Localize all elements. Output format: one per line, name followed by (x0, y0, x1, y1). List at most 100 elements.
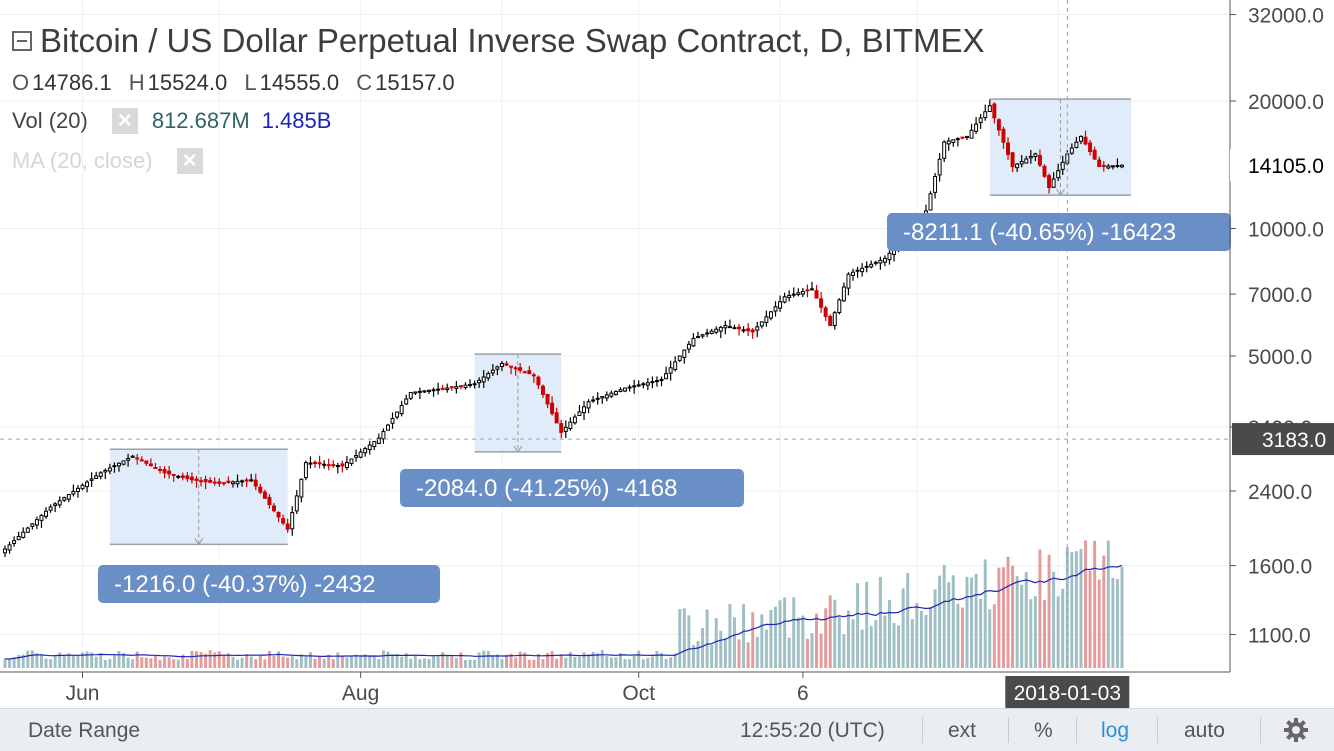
volume-bar (988, 609, 992, 668)
candle-body (167, 470, 172, 475)
volume-bar (714, 618, 718, 668)
candle-body (828, 315, 833, 327)
date-range-button[interactable]: Date Range (28, 719, 141, 742)
volume-legend[interactable]: Vol (20) × 812.687M 1.485B (12, 108, 331, 134)
candle-body (436, 388, 441, 391)
candle-body (750, 329, 755, 333)
volume-bar (163, 656, 167, 668)
volume-bar (719, 630, 723, 668)
volume-bar (204, 653, 208, 668)
candle-body (66, 494, 71, 500)
candle-body (427, 389, 431, 392)
volume-bar (1106, 540, 1110, 668)
candle-body (504, 363, 509, 366)
percent-scale-toggle[interactable]: % (1034, 719, 1053, 742)
volume-bar (979, 598, 983, 668)
volume-bar (650, 656, 654, 668)
ma-legend[interactable]: MA (20, close) × (12, 148, 217, 174)
volume-bar (81, 652, 84, 668)
volume-bar (213, 652, 217, 668)
measure-boxes[interactable] (109, 98, 1132, 546)
volume-bar (71, 655, 75, 668)
volume-ma-line (4, 564, 1123, 660)
clock-display[interactable]: 12:55:20 (UTC) (740, 719, 885, 742)
volume-bar (359, 655, 363, 668)
candle-body (705, 332, 710, 335)
candle-body (965, 135, 969, 138)
volume-bar (245, 654, 249, 668)
candle-body (887, 252, 892, 261)
ohlc-legend: O 14786.1 H 15524.0 L 14555.0 C 15157.0 (12, 70, 466, 96)
volume-bar (1011, 565, 1015, 668)
volume-bar (185, 658, 189, 668)
low-value: 14555.0 (259, 70, 340, 95)
candle-body (139, 459, 144, 462)
volume-bar (527, 659, 531, 668)
volume-bar (600, 650, 604, 668)
candle-body (253, 479, 258, 487)
candle-body (486, 373, 491, 379)
volume-bar (135, 651, 139, 668)
candle-body (340, 463, 345, 467)
candle-body (390, 418, 395, 424)
candlesticks (3, 99, 1124, 557)
volume-bar (760, 614, 764, 668)
candle-body (217, 481, 222, 484)
extended-hours-toggle[interactable]: ext (948, 719, 977, 742)
volume-bar (796, 617, 800, 668)
volume-bar (491, 656, 495, 668)
candle-body (1028, 155, 1033, 159)
candle-body (290, 512, 295, 530)
measure-label-box (887, 213, 1231, 251)
volume-bar (108, 659, 112, 668)
volume-bar (1079, 549, 1083, 668)
volume-bar (664, 659, 668, 668)
volume-bar (842, 634, 846, 668)
volume-bar (495, 654, 499, 668)
candle-body (778, 301, 783, 309)
candle-body (1047, 175, 1052, 188)
candle-body (39, 514, 44, 521)
candle-body (759, 321, 764, 327)
remove-volume-icon[interactable]: × (111, 108, 138, 134)
volume-bar (76, 655, 80, 668)
remove-ma-icon[interactable]: × (176, 148, 203, 174)
volume-bar (723, 638, 727, 668)
candle-body (208, 479, 213, 483)
volume-bar (974, 573, 978, 668)
candle-body (568, 421, 573, 430)
collapse-legend-icon[interactable] (12, 31, 32, 51)
volume-bar (391, 654, 395, 668)
crosshair-price-label: 3183.0 (1262, 429, 1326, 452)
candle-body (413, 391, 418, 394)
candle-body (809, 288, 814, 291)
volume-bar (94, 656, 98, 668)
candle-body (244, 479, 249, 482)
volume-bar (450, 655, 454, 668)
log-scale-toggle[interactable]: log (1101, 719, 1130, 742)
volume-bar (336, 652, 340, 668)
candle-body (158, 468, 162, 471)
volume-bar (997, 567, 1001, 668)
auto-scale-toggle[interactable]: auto (1184, 719, 1225, 742)
volume-bar (678, 608, 682, 668)
candle-body (522, 371, 527, 374)
volume-bar (596, 653, 600, 668)
volume-bar (887, 600, 891, 668)
settings-gear-icon[interactable] (1283, 717, 1309, 743)
volume-bar (1084, 540, 1088, 668)
measure-label: -1216.0 (-40.37%) -2432 (114, 571, 376, 598)
candle-body (983, 111, 988, 119)
volume-bar (21, 654, 25, 668)
volume-bar (254, 659, 258, 668)
volume-bar (35, 653, 39, 668)
chart-area[interactable]: -1216.0 (-40.37%) -2432 -2084.0 (-41.25%)… (0, 0, 1334, 708)
candle-body (636, 384, 641, 387)
chart-title-row: Bitcoin / US Dollar Perpetual Inverse Sw… (12, 22, 985, 60)
measure-arrow-head (513, 445, 523, 453)
candle-body (641, 383, 646, 386)
volume-bar (322, 658, 326, 668)
candle-body (773, 306, 778, 312)
volume-bar (368, 655, 372, 668)
candle-body (591, 399, 596, 402)
